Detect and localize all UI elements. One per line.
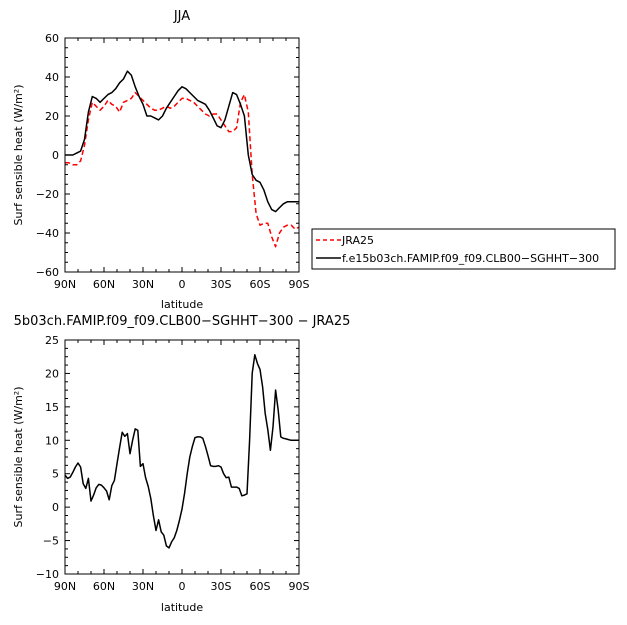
bottom-ytick-label: −10 — [36, 568, 59, 581]
top-ytick-label: −60 — [36, 266, 59, 279]
bottom-xtick-label: 30N — [132, 580, 154, 593]
top-series-line-0 — [65, 91, 300, 248]
bottom-chart-ylabel: Surf sensible heat (W/m²) — [12, 387, 25, 528]
bottom-xtick-label: 30S — [211, 580, 232, 593]
legend-label-jra25: JRA25 — [341, 234, 374, 247]
top-chart-legend: JRA25 f.e15b03ch.FAMIP.f09_f09.CLB00−SGH… — [311, 228, 616, 270]
bottom-xtick-label: 60S — [250, 580, 271, 593]
top-ytick-label: 20 — [45, 110, 59, 123]
top-chart-frame — [64, 37, 300, 273]
bottom-xtick-label: 60N — [93, 580, 115, 593]
bottom-xtick-label: 90N — [54, 580, 76, 593]
top-ytick-label: 0 — [52, 149, 59, 162]
top-xtick-label: 0 — [179, 278, 186, 291]
top-xtick-label: 90S — [289, 278, 310, 291]
bottom-ytick-label: 15 — [45, 401, 59, 414]
bottom-ytick-label: 5 — [52, 468, 59, 481]
top-chart: JJA 90N 60N 30N 0 30S 60S 90S−60−40−200204060 … — [12, 9, 616, 311]
bottom-ytick-label: 0 — [52, 501, 59, 514]
bottom-ytick-label: 10 — [45, 434, 59, 447]
bottom-chart-series — [64, 353, 299, 549]
bottom-chart-xlabel: latitude — [161, 601, 203, 614]
legend-label-model: f.e15b03ch.FAMIP.f09_f09.CLB00−SGHHT−300 — [342, 252, 599, 265]
bottom-chart: 5b03ch.FAMIP.f09_f09.CLB00−SGHHT−300 − J… — [12, 314, 350, 614]
top-chart-title: JJA — [173, 9, 190, 24]
bottom-ytick-label: 20 — [45, 367, 59, 380]
top-ytick-label: 40 — [45, 71, 59, 84]
top-chart-ylabel: Surf sensible heat (W/m²) — [12, 85, 25, 226]
top-ytick-label: −40 — [36, 227, 59, 240]
bottom-xtick-label: 90S — [289, 580, 310, 593]
top-ytick-label: −20 — [36, 188, 59, 201]
bottom-chart-title: 5b03ch.FAMIP.f09_f09.CLB00−SGHHT−300 − J… — [14, 314, 351, 329]
top-ytick-label: 60 — [45, 32, 59, 45]
bottom-ytick-label: 25 — [45, 334, 59, 347]
top-xtick-label: 90N — [54, 278, 76, 291]
top-xtick-label: 60N — [93, 278, 115, 291]
top-chart-ticks: 90N 60N 30N 0 30S 60S 90S −60 −40 −20 0 20 40 60 — [36, 32, 310, 291]
legend-box — [311, 228, 616, 270]
top-xtick-label: 30N — [132, 278, 154, 291]
top-chart-xlabel: latitude — [161, 298, 203, 311]
top-xtick-label: 30S — [211, 278, 232, 291]
bottom-ytick-label: −5 — [43, 535, 59, 548]
bottom-chart-frame — [64, 339, 300, 575]
top-series-line-1 — [65, 70, 299, 213]
top-chart-series — [65, 70, 300, 248]
top-xtick-label: 60S — [250, 278, 271, 291]
bottom-xtick-label: 0 — [179, 580, 186, 593]
bottom-series-line-0 — [64, 353, 299, 549]
